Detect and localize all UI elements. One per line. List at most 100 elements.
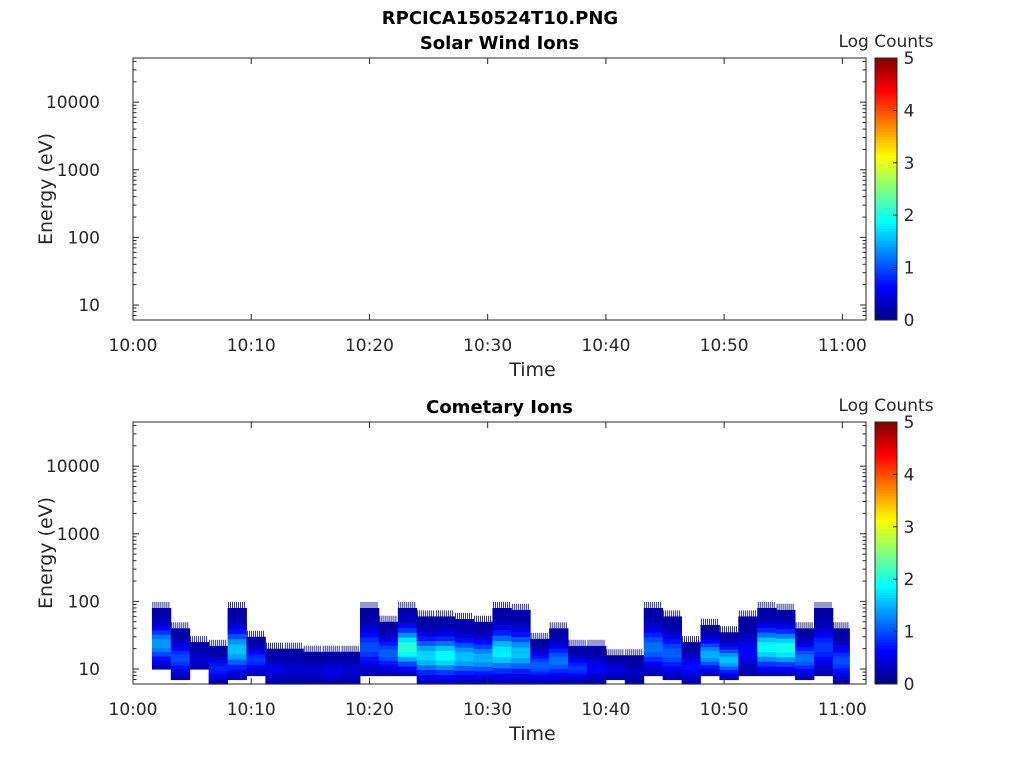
colorbar-segment <box>875 105 897 109</box>
heatmap-cell <box>586 670 607 674</box>
heatmap-cell <box>795 661 815 666</box>
heatmap-cell <box>813 665 834 672</box>
heatmap-cell <box>492 624 512 631</box>
colorbar-segment <box>875 76 897 80</box>
x-tick-label: 11:00 <box>818 700 867 720</box>
colorbar-segment <box>875 278 897 282</box>
heatmap-cell <box>813 632 834 638</box>
heatmap-cell <box>511 652 531 659</box>
heatmap-cell <box>568 670 588 674</box>
colorbar-segment <box>875 170 897 174</box>
heatmap-cell <box>227 669 247 675</box>
heatmap-cell <box>397 646 418 653</box>
heatmap-cell <box>416 626 437 632</box>
heatmap-cell <box>624 671 645 675</box>
colorbar-segment <box>875 539 897 544</box>
colorbar-segment <box>875 275 897 279</box>
heatmap-cell <box>265 676 285 680</box>
heatmap-cell <box>208 678 228 682</box>
heatmap-cell <box>359 627 380 633</box>
heatmap-cell <box>227 623 247 629</box>
spectrum-column <box>208 639 228 685</box>
heatmap-cell <box>151 642 172 648</box>
heatmap-cell <box>208 673 228 677</box>
heatmap-cell <box>397 617 418 624</box>
colorbar-segment <box>875 594 897 599</box>
heatmap-cell <box>170 639 191 644</box>
heatmap-cell <box>719 655 739 660</box>
heatmap-cell <box>776 623 796 630</box>
colorbar-segment <box>875 422 897 426</box>
heatmap-cell <box>397 632 418 638</box>
colorbar-segment <box>875 602 897 606</box>
heatmap-cell <box>151 634 172 640</box>
heatmap-cell <box>681 678 701 682</box>
heatmap-cell <box>719 676 739 681</box>
heatmap-cell <box>492 667 512 674</box>
heatmap-cell <box>700 628 720 633</box>
heatmap-cell <box>359 670 380 677</box>
heatmap-cell <box>643 665 664 672</box>
heatmap-cell <box>511 636 531 643</box>
heatmap-cell <box>416 616 437 622</box>
colorbar-segment <box>875 199 897 203</box>
y-axis-label: Energy (eV) <box>35 497 57 609</box>
spectrum-column <box>662 610 682 681</box>
spectrum-column <box>624 649 645 685</box>
colorbar-segment <box>875 304 897 308</box>
heatmap-cell <box>530 677 550 682</box>
heatmap-cell <box>227 648 247 655</box>
heatmap-cell <box>832 652 850 657</box>
heatmap-cell <box>700 671 720 677</box>
heatmap-cell <box>227 643 247 650</box>
heatmap-cell <box>530 674 550 679</box>
heatmap-cell <box>681 642 701 646</box>
heatmap-cell <box>624 657 645 660</box>
heatmap-cell <box>662 616 682 622</box>
colorbar-segment <box>875 568 897 572</box>
heatmap-cell <box>776 666 796 672</box>
colorbar-segment <box>875 58 897 62</box>
heatmap-cell <box>151 660 172 666</box>
heatmap-cell <box>719 652 739 657</box>
heatmap-cell <box>757 670 777 677</box>
heatmap-cell <box>586 673 607 677</box>
spectrum-column <box>151 601 172 670</box>
spectrum-column <box>246 630 266 677</box>
heatmap-cell <box>303 658 323 662</box>
heatmap-cell <box>776 642 796 648</box>
heatmap-cell <box>757 612 777 619</box>
heatmap-cell <box>624 667 645 671</box>
colorbar-segment <box>875 152 897 156</box>
heatmap-cell <box>662 638 682 645</box>
colorbar-segment <box>875 545 897 549</box>
heatmap-cell <box>227 664 247 670</box>
heatmap-cell <box>492 656 512 663</box>
heatmap-cell <box>511 625 531 632</box>
heatmap-cell <box>795 639 815 644</box>
colorbar-segment <box>875 644 897 648</box>
heatmap-cell <box>549 676 569 681</box>
heatmap-cell <box>586 667 607 671</box>
heatmap-cell <box>359 617 380 624</box>
heatmap-cell <box>454 623 474 629</box>
heatmap-cell <box>586 662 607 666</box>
heatmap-cell <box>341 658 361 662</box>
heatmap-cell <box>416 664 437 671</box>
heatmap-cell <box>549 640 569 645</box>
colorbar-segment <box>875 149 897 153</box>
heatmap-cell <box>795 664 815 670</box>
heatmap-cell <box>795 653 815 659</box>
heatmap-cell <box>624 661 645 665</box>
heatmap-cell <box>397 661 418 667</box>
heatmap-cell <box>568 648 588 652</box>
colorbar-segment <box>875 668 897 672</box>
heatmap-cell <box>643 627 664 633</box>
colorbar-segment <box>875 610 897 614</box>
colorbar-segment <box>875 597 897 601</box>
heatmap-cell <box>757 607 777 614</box>
heatmap-cell <box>832 640 850 645</box>
spectrum-column <box>757 601 777 677</box>
heatmap-cell <box>813 656 834 662</box>
heatmap-cell <box>454 674 474 680</box>
